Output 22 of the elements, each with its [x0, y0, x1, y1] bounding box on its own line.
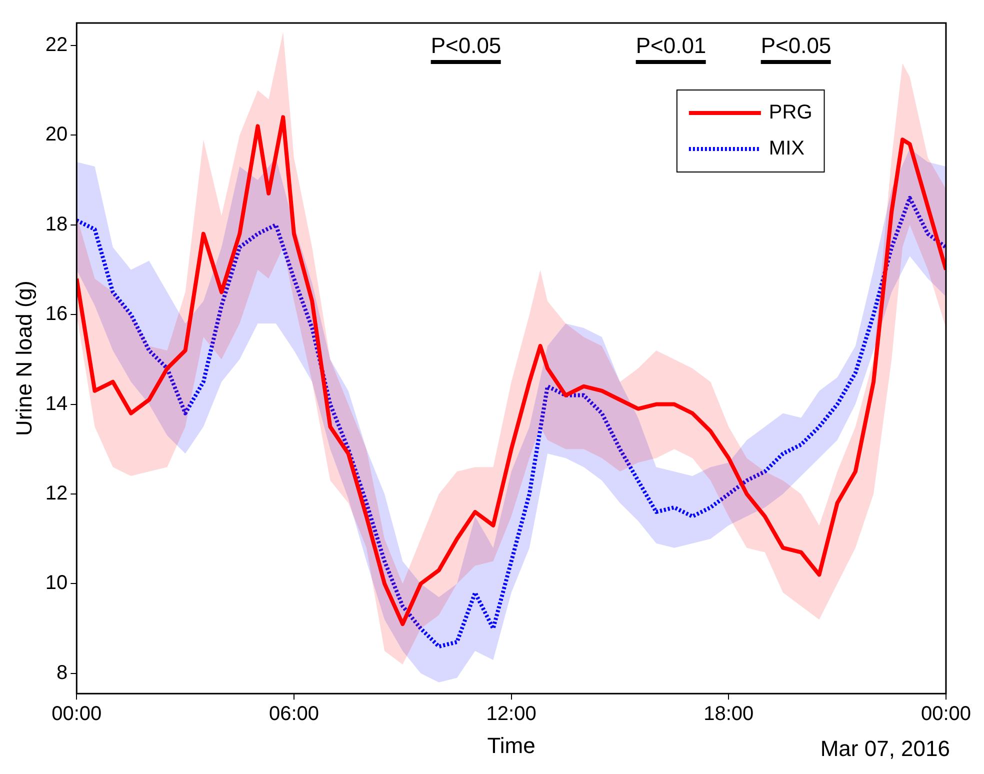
legend-label: PRG — [768, 102, 812, 124]
x-tick-label: 18:00 — [704, 703, 754, 726]
legend-label: MIX — [768, 138, 804, 160]
annotation: P<0.01 — [636, 33, 706, 58]
y-tick-label: 18 — [45, 213, 68, 236]
y-tick-label: 10 — [45, 572, 68, 594]
y-tick-label: 14 — [45, 392, 68, 415]
x-tick-label: 00:00 — [920, 703, 972, 726]
text: Mar 07, 2016 — [820, 736, 950, 762]
y-tick-label: 16 — [45, 303, 68, 326]
y-tick-label: 12 — [45, 482, 68, 505]
annotation: P<0.05 — [430, 33, 502, 58]
y-tick-label: 20 — [45, 124, 68, 146]
annotation: P<0.05 — [760, 33, 832, 58]
y-axis-title: Urine N load (g) — [11, 280, 36, 436]
x-tick-label: 00:00 — [52, 703, 102, 726]
y-tick-label: 22 — [45, 34, 68, 56]
line-series — [76, 196, 946, 648]
x-tick-label: 12:00 — [486, 703, 536, 726]
x-tick-label: 06:00 — [268, 703, 320, 726]
x-axis-title: Time — [487, 732, 536, 758]
y-tick-label: 8 — [56, 662, 68, 684]
